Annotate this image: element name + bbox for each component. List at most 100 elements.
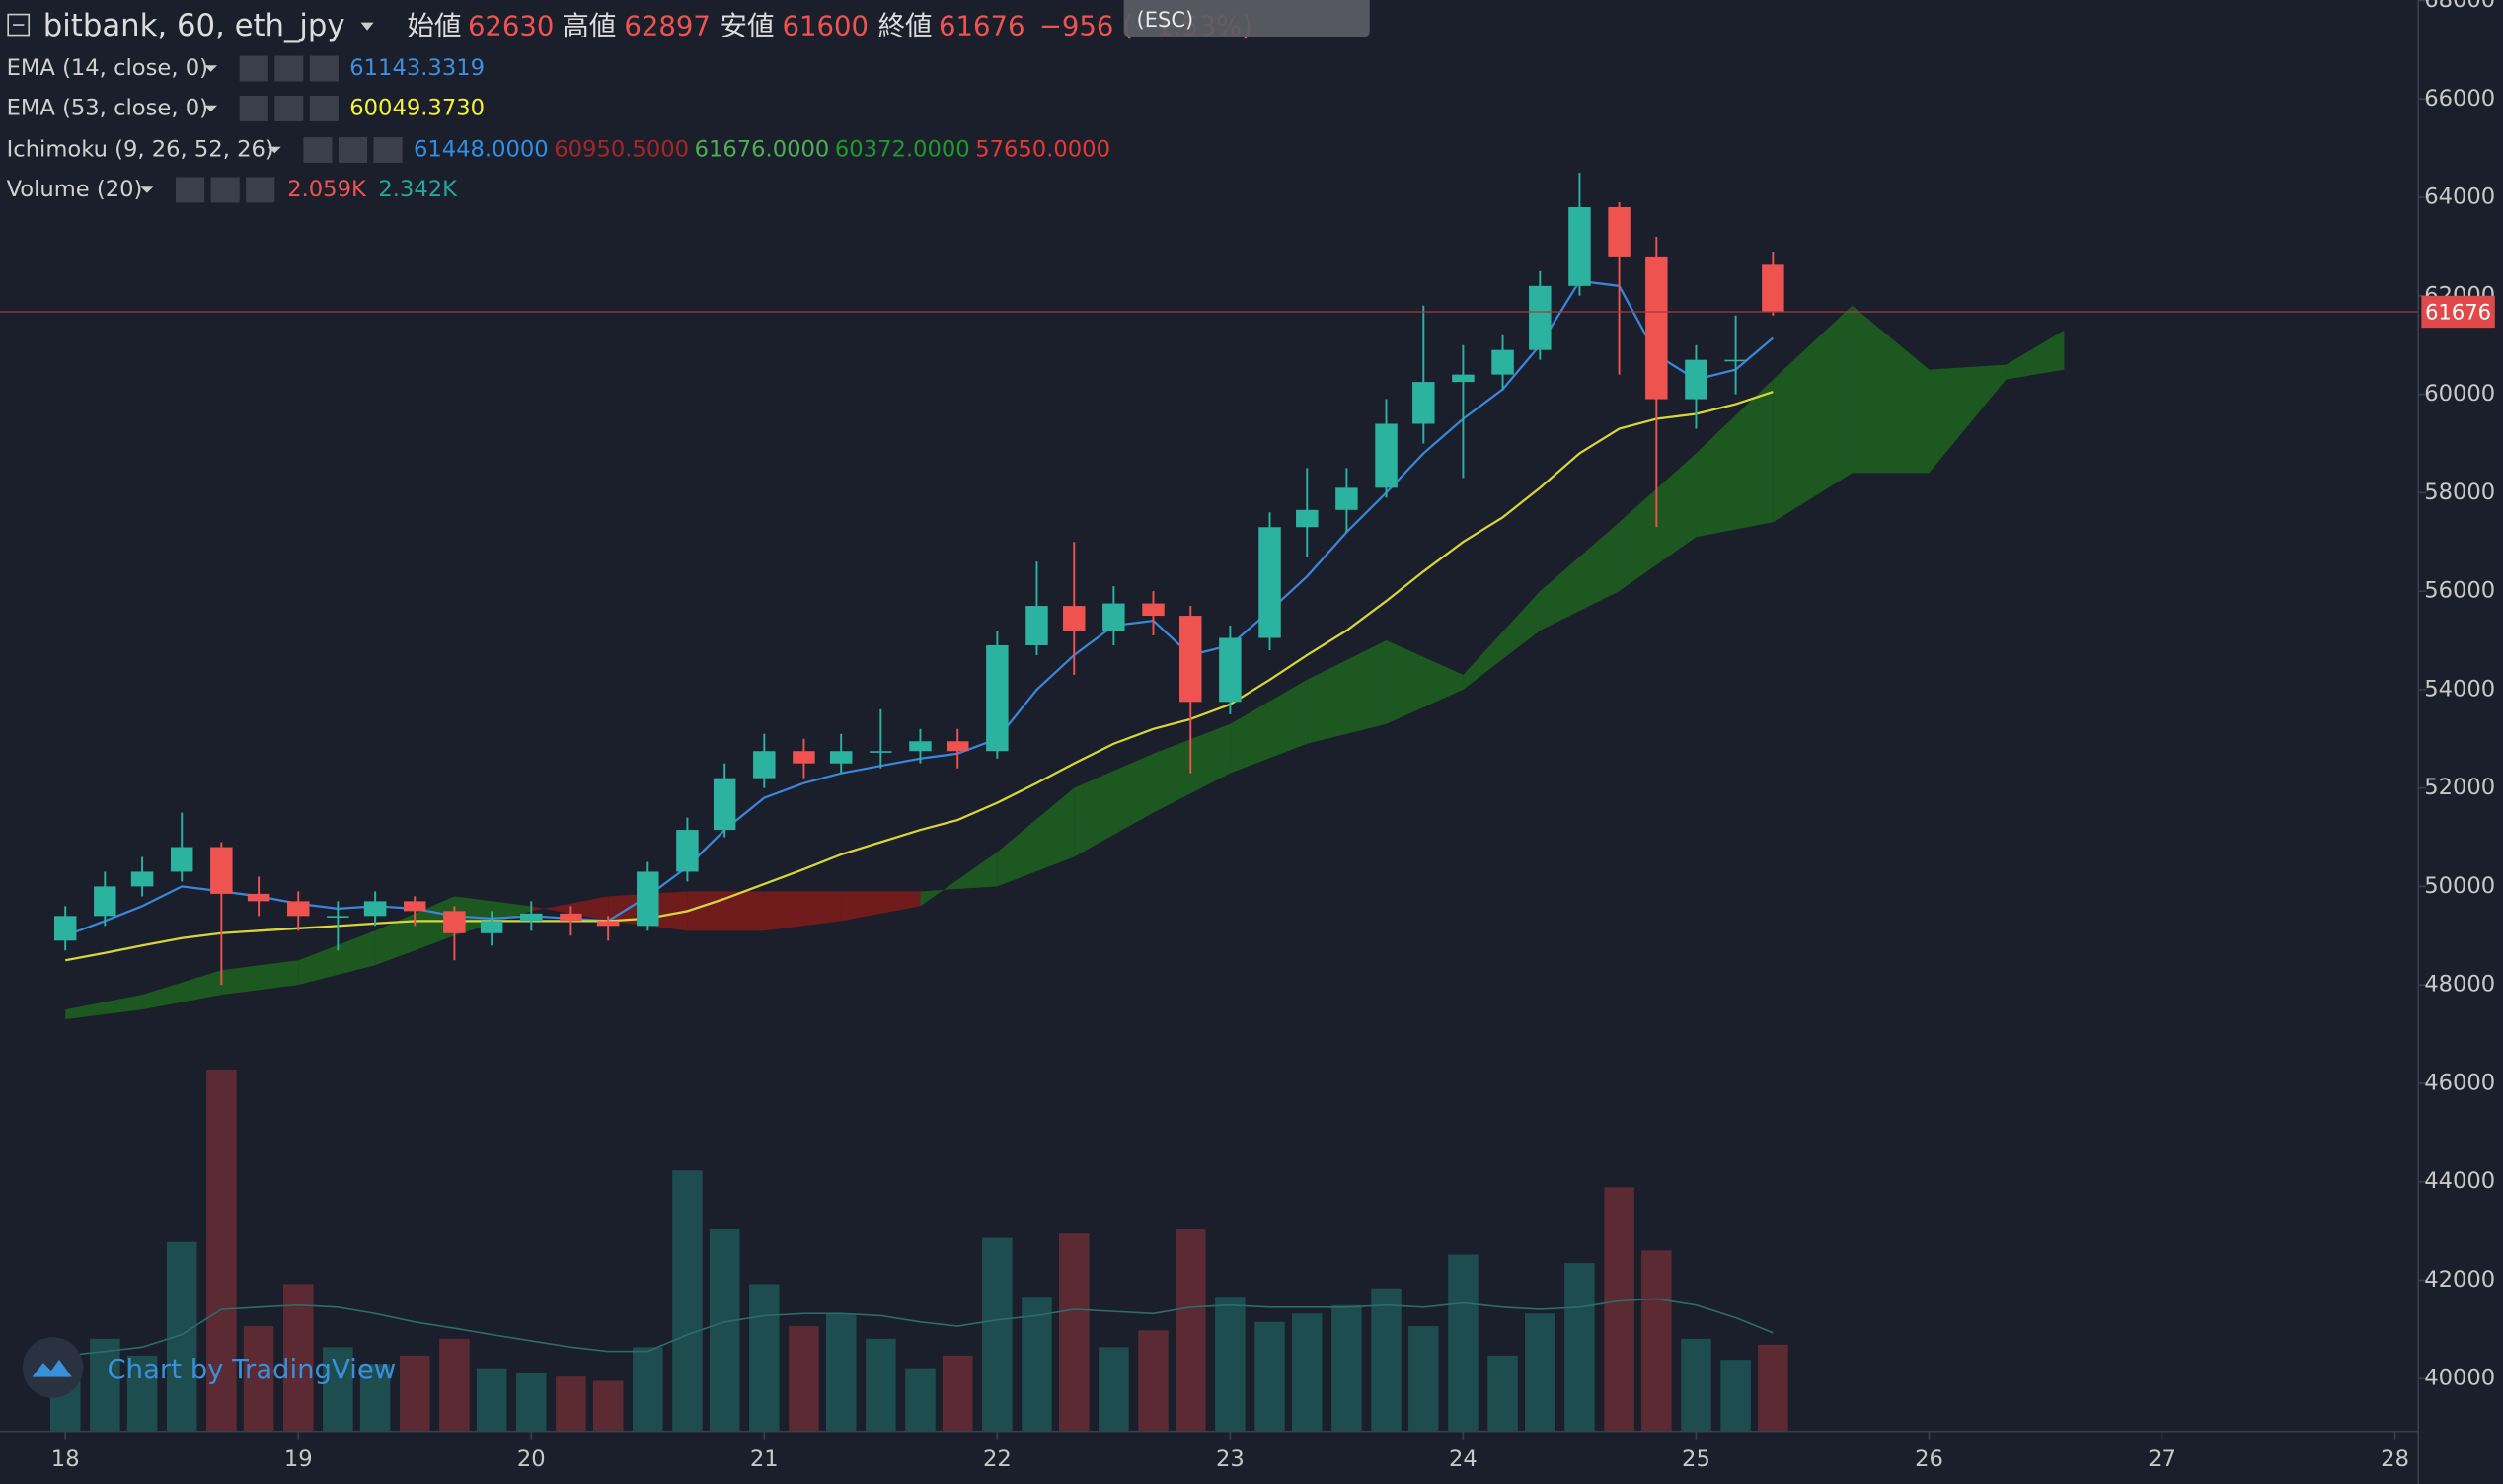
volume-bar — [1487, 1355, 1518, 1432]
indicator-name: EMA (14, close, 0) — [7, 55, 208, 81]
indicator-caret — [267, 146, 281, 154]
close-value: 61676 — [939, 10, 1024, 41]
high-value: 62897 — [624, 10, 710, 41]
y-tick-label: 52000 — [2424, 775, 2495, 800]
y-tick-label: 56000 — [2424, 578, 2495, 604]
ichimoku-cloud — [298, 930, 376, 986]
candle-body — [327, 916, 349, 918]
volume-bar — [90, 1338, 120, 1432]
candle-body — [1179, 616, 1202, 703]
candle-body — [480, 921, 503, 933]
indicator-value: 61676.0000 — [695, 137, 830, 163]
candle-body — [210, 847, 233, 894]
indicator-value: 60372.0000 — [835, 137, 970, 163]
y-tick-label: 42000 — [2424, 1267, 2495, 1293]
indicator-button[interactable] — [274, 55, 304, 82]
candle-body — [1102, 603, 1125, 631]
candle-body — [1724, 359, 1747, 362]
indicator-button[interactable] — [210, 177, 240, 203]
x-tick-label: 21 — [750, 1447, 779, 1472]
volume-bar — [866, 1338, 896, 1432]
indicator-button[interactable] — [176, 177, 205, 203]
tooltip-text: (ESC) — [1137, 7, 1194, 32]
volume-bar — [1604, 1187, 1634, 1432]
indicator-button[interactable] — [239, 55, 268, 82]
x-tick-label: 24 — [1449, 1447, 1478, 1472]
volume-bar — [1254, 1321, 1285, 1432]
volume-bar — [633, 1347, 663, 1432]
indicator-button[interactable] — [239, 96, 268, 121]
volume-bar — [439, 1338, 470, 1432]
ichimoku-cloud — [1307, 639, 1387, 744]
ichimoku-cloud — [531, 896, 609, 922]
y-tick-label: 44000 — [2424, 1168, 2495, 1194]
indicator-button[interactable] — [309, 96, 339, 121]
candle-body — [1568, 207, 1591, 286]
ichimoku-cloud — [687, 891, 765, 931]
watermark-logo[interactable] — [22, 1337, 84, 1398]
indicator-button[interactable] — [309, 55, 339, 82]
ema-line — [64, 391, 1774, 962]
volume-bar — [1292, 1313, 1323, 1432]
indicator-value: 2.059K — [287, 177, 367, 202]
watermark-text[interactable]: Chart by TradingView — [107, 1354, 396, 1385]
volume-bar — [1099, 1347, 1129, 1432]
candle-body — [1025, 606, 1048, 645]
volume-bar — [1408, 1326, 1439, 1432]
candle-body — [946, 741, 969, 752]
volume-bar — [1331, 1304, 1362, 1432]
candle-body — [1258, 527, 1281, 638]
candle-body — [829, 751, 853, 764]
candle-body — [443, 911, 466, 933]
y-tick-label: 66000 — [2424, 86, 2495, 111]
low-label: 安値 — [720, 10, 774, 41]
candle-body — [637, 871, 659, 927]
volume-bar — [556, 1376, 586, 1432]
candle-body — [363, 901, 387, 917]
y-tick-label: 40000 — [2424, 1366, 2495, 1391]
candle-body — [287, 901, 310, 917]
volume-bar — [1448, 1254, 1479, 1432]
candle-body — [94, 886, 116, 917]
x-tick-label: 26 — [1915, 1447, 1943, 1472]
volume-bar — [166, 1241, 197, 1432]
volume-bar — [1564, 1263, 1595, 1432]
indicator-caret — [140, 186, 154, 193]
volume-bar — [1371, 1288, 1402, 1432]
ichimoku-cloud — [221, 960, 299, 996]
y-tick-label: 46000 — [2424, 1070, 2495, 1095]
ichimoku-cloud — [2006, 330, 2065, 380]
indicator-button[interactable] — [246, 177, 275, 203]
indicator-value: 60950.5000 — [554, 137, 689, 163]
dropdown-caret[interactable] — [360, 22, 374, 31]
volume-bar — [516, 1372, 547, 1432]
indicator-button[interactable] — [338, 137, 368, 163]
candle-body — [753, 751, 776, 779]
volume-bar — [749, 1284, 780, 1432]
candle-body — [986, 644, 1009, 752]
x-tick-label: 25 — [1682, 1447, 1710, 1472]
ichimoku-cloud — [65, 995, 143, 1020]
y-tick-label: 68000 — [2424, 0, 2495, 13]
candle-body — [1491, 349, 1514, 375]
ichimoku-cloud — [1619, 453, 1697, 592]
ichimoku-cloud — [1074, 753, 1154, 857]
candle-body — [1412, 382, 1435, 424]
volume-bar — [982, 1237, 1013, 1432]
volume-bar — [206, 1069, 237, 1432]
indicator-value: 2.342K — [378, 177, 458, 202]
collapse-icon[interactable] — [7, 13, 31, 37]
high-label: 高値 — [562, 10, 616, 41]
x-tick-label: 22 — [983, 1447, 1012, 1472]
close-label: 終値 — [878, 10, 933, 41]
symbol-title[interactable]: bitbank, 60, eth_jpy — [43, 8, 345, 43]
candle-body — [560, 913, 582, 922]
indicator-button[interactable] — [303, 137, 333, 163]
candle-body — [1335, 487, 1358, 510]
indicator-button[interactable] — [373, 137, 403, 163]
volume-bar — [1138, 1330, 1169, 1432]
x-tick-label: 18 — [51, 1447, 80, 1472]
indicator-button[interactable] — [274, 96, 304, 121]
volume-bar — [672, 1170, 703, 1432]
